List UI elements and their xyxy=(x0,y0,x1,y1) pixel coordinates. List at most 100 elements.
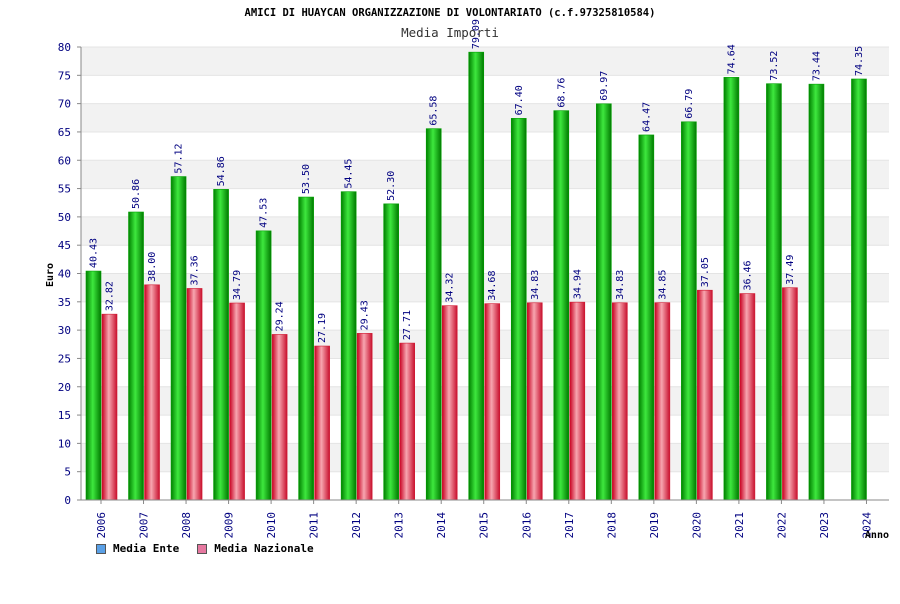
data-label-media-ente-2018: 69.97 xyxy=(599,71,610,101)
x-axis-label: Anno xyxy=(865,530,889,541)
x-tick-label-2023: 2023 xyxy=(818,512,831,539)
bar-media-ente-2017 xyxy=(553,110,570,501)
x-tick-label-2024: 2024 xyxy=(860,512,873,539)
data-label-media-ente-2019: 64.47 xyxy=(641,102,652,132)
x-tick-label-2016: 2016 xyxy=(520,512,533,539)
y-tick-label: 40 xyxy=(58,268,71,281)
value-labels: 40.43 32.82 50.86 38.00 57.12 37.36 54.86 34.79… xyxy=(89,19,865,343)
bar-media-ente-2021 xyxy=(723,77,740,501)
bar-media-nazionale-2010 xyxy=(271,334,288,501)
data-label-media-ente-2012: 54.45 xyxy=(344,159,355,189)
bar-media-nazionale-2022 xyxy=(782,287,798,501)
bar-media-nazionale-2021 xyxy=(739,293,756,501)
bar-media-ente-2006 xyxy=(85,270,102,501)
data-label-media-ente-2022: 73.52 xyxy=(769,51,780,81)
data-label-media-ente-2011: 53.50 xyxy=(301,164,312,194)
x-tick-label-2012: 2012 xyxy=(350,512,363,539)
y-tick-label: 65 xyxy=(58,126,71,139)
data-label-media-ente-2023: 73.44 xyxy=(811,51,822,81)
data-label-media-ente-2008: 57.12 xyxy=(174,143,185,173)
chart-title: AMICI DI HUAYCAN ORGANIZZAZIONE DI VOLON… xyxy=(245,7,656,19)
x-tick-label-2008: 2008 xyxy=(180,512,193,539)
data-label-media-nazionale-2019: 34.85 xyxy=(657,270,668,300)
y-tick-label: 80 xyxy=(58,41,71,54)
y-tick-label: 20 xyxy=(58,381,71,394)
bar-media-nazionale-2009 xyxy=(229,302,245,501)
x-tick-label-2017: 2017 xyxy=(563,512,576,539)
data-label-media-nazionale-2017: 34.94 xyxy=(572,269,583,299)
bar-media-ente-2014 xyxy=(425,128,442,501)
data-label-media-ente-2013: 52.30 xyxy=(386,171,397,201)
data-label-media-ente-2017: 68.76 xyxy=(556,78,567,108)
x-tick-label-2014: 2014 xyxy=(435,512,448,539)
data-label-media-nazionale-2009: 34.79 xyxy=(232,270,243,300)
legend-label-media-nazionale: Media Nazionale xyxy=(214,542,314,555)
bar-media-nazionale-2017 xyxy=(569,301,586,501)
data-label-media-ente-2009: 54.86 xyxy=(216,156,227,186)
bar-media-nazionale-2018 xyxy=(612,302,628,501)
y-tick-label: 15 xyxy=(58,409,71,422)
data-label-media-ente-2024: 74.35 xyxy=(854,46,865,76)
x-tick-label-2006: 2006 xyxy=(95,512,108,539)
bar-media-ente-2024 xyxy=(851,78,867,501)
y-tick-label: 35 xyxy=(58,296,71,309)
bar-media-ente-2022 xyxy=(766,83,782,501)
bar-media-nazionale-2006 xyxy=(101,313,118,501)
grid-band xyxy=(81,160,889,189)
y-tick-label: 60 xyxy=(58,154,71,167)
y-tick-label: 0 xyxy=(64,494,71,507)
bar-media-nazionale-2015 xyxy=(484,303,501,501)
y-tick-label: 10 xyxy=(58,437,71,450)
bar-media-nazionale-2011 xyxy=(314,345,330,501)
bar-media-ente-2019 xyxy=(638,134,655,501)
data-label-media-ente-2020: 66.79 xyxy=(684,89,695,119)
y-tick-label: 25 xyxy=(58,352,71,365)
data-label-media-ente-2016: 67.40 xyxy=(514,85,525,115)
bar-media-ente-2023 xyxy=(808,83,825,501)
bar-media-nazionale-2013 xyxy=(399,342,415,501)
data-label-media-nazionale-2013: 27.71 xyxy=(402,310,413,340)
bar-media-ente-2007 xyxy=(128,211,144,501)
bar-media-nazionale-2019 xyxy=(654,302,671,501)
x-tick-label-2007: 2007 xyxy=(138,512,151,539)
legend-item-media-nazionale: Media Nazionale xyxy=(197,542,314,555)
legend-item-media-ente: Media Ente xyxy=(96,542,179,555)
data-label-media-ente-2021: 74.64 xyxy=(726,44,737,74)
bar-media-ente-2013 xyxy=(383,203,399,501)
bar-media-nazionale-2014 xyxy=(441,305,458,501)
data-label-media-nazionale-2022: 37.49 xyxy=(785,255,796,285)
data-label-media-nazionale-2007: 38.00 xyxy=(147,252,158,282)
y-axis-label: Euro xyxy=(45,263,56,287)
y-tick-label: 75 xyxy=(58,69,71,82)
data-label-media-nazionale-2020: 37.05 xyxy=(700,257,711,287)
data-label-media-ente-2010: 47.53 xyxy=(259,198,270,228)
legend: Media Ente Media Nazionale xyxy=(96,542,332,555)
bar-media-ente-2015 xyxy=(468,51,485,501)
legend-label-media-ente: Media Ente xyxy=(113,542,180,555)
x-tick-label-2011: 2011 xyxy=(308,512,321,539)
y-tick-label: 55 xyxy=(58,183,71,196)
data-label-media-nazionale-2016: 34.83 xyxy=(530,270,541,300)
x-tick-label-2018: 2018 xyxy=(605,512,618,539)
data-label-media-nazionale-2012: 29.43 xyxy=(360,300,371,330)
data-label-media-ente-2015: 79.09 xyxy=(471,19,482,49)
y-tick-label: 5 xyxy=(64,466,71,479)
bar-media-nazionale-2007 xyxy=(144,284,160,501)
bar-media-nazionale-2016 xyxy=(526,302,543,501)
data-label-media-nazionale-2021: 36.46 xyxy=(742,260,753,290)
y-tick-label: 50 xyxy=(58,211,71,224)
data-label-media-nazionale-2018: 34.83 xyxy=(615,270,626,300)
grid-band xyxy=(81,47,889,76)
x-tick-label-2013: 2013 xyxy=(393,512,406,539)
bar-media-ente-2018 xyxy=(596,103,612,501)
x-tick-label-2010: 2010 xyxy=(265,512,278,539)
x-tick-label-2015: 2015 xyxy=(478,512,491,539)
x-tick-label-2019: 2019 xyxy=(648,512,661,539)
axes: 0 5 10 15 20 25 30 35 40 45 50 55 60 65 70 75 80 2006 2007… xyxy=(58,41,889,539)
bar-media-nazionale-2008 xyxy=(186,288,203,501)
bar-media-ente-2011 xyxy=(298,196,314,501)
bar-media-ente-2020 xyxy=(681,121,697,501)
bar-media-ente-2016 xyxy=(510,118,527,501)
